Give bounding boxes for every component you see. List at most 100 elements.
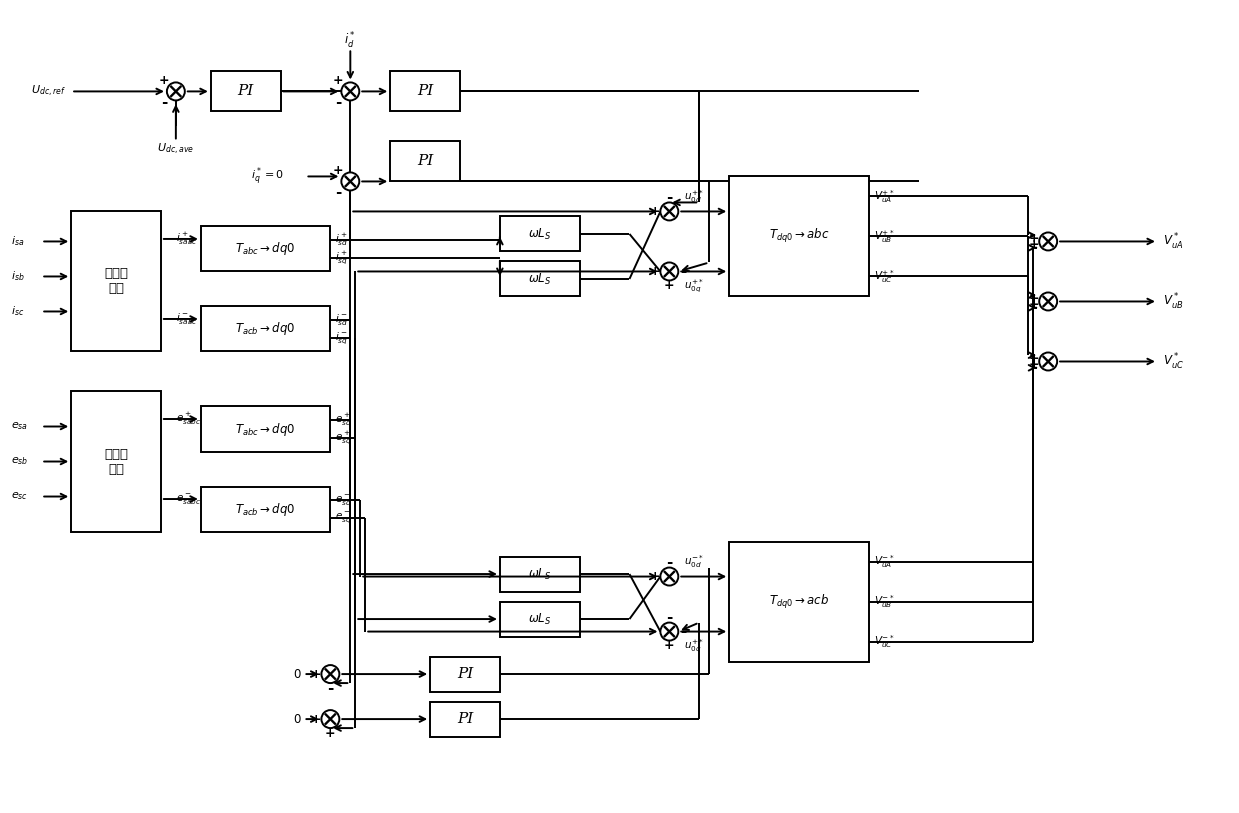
Text: $i_{sabc}^-$: $i_{sabc}^-$ xyxy=(176,311,197,327)
Text: PI: PI xyxy=(418,154,434,168)
Text: $e_{sabc}^+$: $e_{sabc}^+$ xyxy=(176,411,201,427)
Text: +: + xyxy=(325,727,336,740)
Text: $e_{sabc}^-$: $e_{sabc}^-$ xyxy=(176,492,201,506)
Circle shape xyxy=(660,202,678,220)
Text: -: - xyxy=(667,555,673,570)
Text: $0$: $0$ xyxy=(292,712,301,725)
Text: $\omega L_S$: $\omega L_S$ xyxy=(528,611,551,627)
Text: $e_{sd}^+$: $e_{sd}^+$ xyxy=(336,412,352,428)
FancyBboxPatch shape xyxy=(430,702,499,737)
Text: $T_{acb} \rightarrow dq0$: $T_{acb} \rightarrow dq0$ xyxy=(235,501,296,518)
Text: $V_{uB}^{+*}$: $V_{uB}^{+*}$ xyxy=(873,228,895,245)
Text: 正负序
分离: 正负序 分离 xyxy=(104,267,128,295)
FancyBboxPatch shape xyxy=(71,392,161,532)
FancyBboxPatch shape xyxy=(211,72,280,111)
Text: $u_{0d}^{-*}$: $u_{0d}^{-*}$ xyxy=(684,553,704,570)
Text: +: + xyxy=(1028,232,1040,245)
Text: $T_{dq0} \rightarrow abc$: $T_{dq0} \rightarrow abc$ xyxy=(768,228,829,246)
Circle shape xyxy=(1040,353,1057,371)
FancyBboxPatch shape xyxy=(201,406,331,451)
Text: $e_{sq}^-$: $e_{sq}^-$ xyxy=(336,511,352,525)
Text: $\omega L_S$: $\omega L_S$ xyxy=(528,226,551,241)
Circle shape xyxy=(660,567,678,585)
FancyBboxPatch shape xyxy=(201,307,331,351)
Circle shape xyxy=(342,82,359,101)
Circle shape xyxy=(167,82,185,101)
Text: $V_{uA}^{-*}$: $V_{uA}^{-*}$ xyxy=(873,553,895,570)
Text: $u_{0q}^{+*}$: $u_{0q}^{+*}$ xyxy=(684,638,704,655)
Text: $U_{dc,ave}$: $U_{dc,ave}$ xyxy=(157,142,195,157)
Text: $\omega L_S$: $\omega L_S$ xyxy=(528,272,551,286)
Text: $i_{sc}$: $i_{sc}$ xyxy=(11,305,25,319)
Text: $V_{uA}^*$: $V_{uA}^*$ xyxy=(1163,232,1183,251)
Text: $V_{uB}^{-*}$: $V_{uB}^{-*}$ xyxy=(873,593,895,610)
Text: +: + xyxy=(1028,298,1040,311)
Text: $e_{sd}^-$: $e_{sd}^-$ xyxy=(336,493,352,507)
Text: -: - xyxy=(667,190,673,205)
Text: $U_{dc,ref}$: $U_{dc,ref}$ xyxy=(31,84,67,99)
Text: 正负序
分离: 正负序 分离 xyxy=(104,447,128,476)
FancyBboxPatch shape xyxy=(499,216,580,251)
Text: $i_{sq}^-$: $i_{sq}^-$ xyxy=(336,330,348,346)
Text: $V_{uC}^{+*}$: $V_{uC}^{+*}$ xyxy=(873,268,895,285)
FancyBboxPatch shape xyxy=(499,262,580,297)
Text: -: - xyxy=(680,264,686,279)
Text: +: + xyxy=(333,74,343,87)
Text: $i_{sd}^-$: $i_{sd}^-$ xyxy=(336,312,348,328)
Text: PI: PI xyxy=(457,712,473,726)
Text: -: - xyxy=(336,95,342,110)
Text: +: + xyxy=(650,265,660,278)
Text: $V_{uA}^{+*}$: $V_{uA}^{+*}$ xyxy=(873,188,895,205)
Text: $e_{sq}^+$: $e_{sq}^+$ xyxy=(336,429,352,446)
Text: $V_{uC}^*$: $V_{uC}^*$ xyxy=(1163,351,1183,372)
Text: +: + xyxy=(664,639,675,652)
Text: +: + xyxy=(650,570,660,583)
Text: $i_{sb}$: $i_{sb}$ xyxy=(11,270,25,284)
FancyBboxPatch shape xyxy=(730,176,869,297)
FancyBboxPatch shape xyxy=(390,141,460,181)
Text: PI: PI xyxy=(418,85,434,98)
Text: +: + xyxy=(311,712,322,725)
Text: $u_{0d}^{+*}$: $u_{0d}^{+*}$ xyxy=(684,188,704,205)
Text: $i_q^* = 0$: $i_q^* = 0$ xyxy=(250,165,284,188)
Text: +: + xyxy=(159,74,170,87)
Circle shape xyxy=(660,623,678,641)
Text: +: + xyxy=(664,279,675,292)
Text: $i_{sabc}^+$: $i_{sabc}^+$ xyxy=(176,231,197,247)
Text: $i_d^*$: $i_d^*$ xyxy=(344,32,357,51)
Text: $V_{uC}^{-*}$: $V_{uC}^{-*}$ xyxy=(873,633,895,650)
Text: +: + xyxy=(333,164,343,177)
Text: $0$: $0$ xyxy=(292,667,301,680)
Text: PI: PI xyxy=(457,667,473,681)
Text: $i_{sq}^+$: $i_{sq}^+$ xyxy=(336,250,348,267)
Text: $i_{sd}^+$: $i_{sd}^+$ xyxy=(336,232,348,248)
Text: $V_{uB}^*$: $V_{uB}^*$ xyxy=(1163,291,1183,311)
Text: +: + xyxy=(1028,358,1040,371)
Text: +: + xyxy=(311,667,322,680)
Circle shape xyxy=(660,263,678,280)
Text: -: - xyxy=(680,624,686,639)
Text: $\omega L_S$: $\omega L_S$ xyxy=(528,567,551,581)
FancyBboxPatch shape xyxy=(201,486,331,532)
Text: $T_{abc} \rightarrow dq0$: $T_{abc} \rightarrow dq0$ xyxy=(235,241,296,258)
Text: $e_{sc}$: $e_{sc}$ xyxy=(11,490,28,502)
Text: $i_{sa}$: $i_{sa}$ xyxy=(11,235,25,248)
Circle shape xyxy=(1040,293,1057,311)
FancyBboxPatch shape xyxy=(730,541,869,662)
Text: +: + xyxy=(1028,238,1040,251)
Text: +: + xyxy=(1028,292,1040,305)
Text: -: - xyxy=(336,185,342,200)
Circle shape xyxy=(321,710,339,728)
Circle shape xyxy=(321,665,339,683)
Text: -: - xyxy=(327,680,333,696)
FancyBboxPatch shape xyxy=(71,211,161,351)
Text: +: + xyxy=(650,205,660,218)
Text: -: - xyxy=(161,95,167,110)
FancyBboxPatch shape xyxy=(390,72,460,111)
FancyBboxPatch shape xyxy=(430,657,499,692)
FancyBboxPatch shape xyxy=(499,557,580,592)
FancyBboxPatch shape xyxy=(499,602,580,637)
Text: $T_{acb} \rightarrow dq0$: $T_{acb} \rightarrow dq0$ xyxy=(235,320,296,337)
Text: +: + xyxy=(1028,352,1040,365)
Text: $u_{0q}^{+*}$: $u_{0q}^{+*}$ xyxy=(684,278,704,295)
